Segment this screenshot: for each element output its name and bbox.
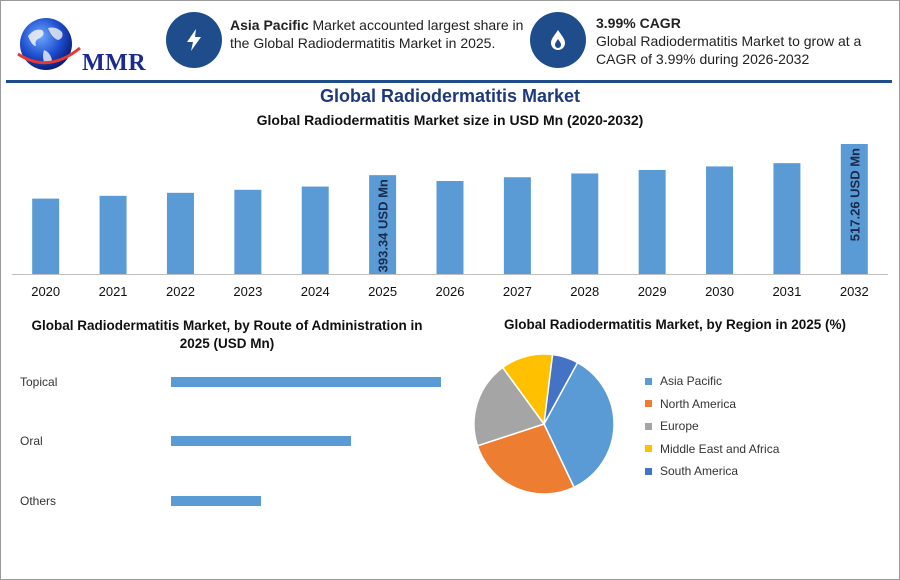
- x-tick-label: 2025: [368, 284, 397, 299]
- legend-item: North America: [645, 393, 779, 416]
- x-tick-label: 2024: [301, 284, 330, 299]
- stat-cagr: 3.99% CAGR Global Radiodermatitis Market…: [596, 14, 886, 68]
- x-tick-label: 2029: [638, 284, 667, 299]
- bar-2020: [32, 198, 60, 274]
- bar-2023: [234, 189, 262, 274]
- route-label: Others: [20, 494, 56, 508]
- route-bar-others: [171, 496, 261, 506]
- legend-swatch: [645, 422, 652, 430]
- bar-2027: [503, 177, 531, 274]
- bar-2026: [436, 181, 464, 274]
- x-tick-label: 2020: [31, 284, 60, 299]
- bar-2025: [369, 175, 397, 274]
- legend-label: Europe: [660, 419, 699, 434]
- data-label-2025: 393.34 USD Mn: [376, 179, 391, 272]
- x-tick-label: 2032: [840, 284, 869, 299]
- x-tick-label: 2021: [99, 284, 128, 299]
- region-legend: Asia Pacific North America Europe Middle Ea…: [645, 370, 779, 483]
- route-bar-oral: [171, 436, 351, 446]
- pie-slice-asia-pacific: [543, 361, 615, 489]
- bar-2028: [571, 173, 599, 274]
- x-tick-label: 2030: [705, 284, 734, 299]
- pie-slice-europe: [473, 366, 546, 447]
- bar-2030: [706, 166, 734, 274]
- stat-lightning-badge: [166, 12, 222, 68]
- legend-label: South America: [660, 464, 739, 479]
- legend-label: Asia Pacific: [660, 374, 723, 389]
- stat-cagr-text: Global Radiodermatitis Market to grow at…: [596, 33, 862, 67]
- bar-2024: [301, 186, 329, 274]
- bar-chart-title: Global Radiodermatitis Market size in US…: [256, 112, 644, 128]
- legend-item: South America: [645, 460, 779, 483]
- x-tick-label: 2031: [772, 284, 801, 299]
- bar-2021: [99, 195, 127, 274]
- header-divider: [6, 80, 892, 83]
- pie-slice-south-america: [543, 353, 579, 425]
- stat-asia-pacific: Asia Pacific Market accounted largest sh…: [230, 16, 530, 52]
- mmr-logo: MMR: [14, 14, 147, 78]
- region-pie-chart: [473, 353, 615, 495]
- stat-cagr-badge: [530, 12, 586, 68]
- stat-asia-pacific-bold: Asia Pacific: [230, 17, 309, 33]
- legend-label: Middle East and Africa: [660, 441, 780, 456]
- market-size-bar-chart: 2020 2021 2022 2023 2024 2025 393.34 USD Mn 202…: [12, 144, 888, 299]
- x-tick-label: 2023: [233, 284, 262, 299]
- stat-asia-pacific-text: Market accounted largest share in the Gl…: [230, 17, 524, 51]
- legend-item: Middle East and Africa: [645, 438, 779, 461]
- route-label: Topical: [20, 375, 57, 389]
- main-title: Global Radiodermatitis Market: [319, 86, 581, 106]
- region-chart-title: Global Radiodermatitis Market, by Region…: [503, 317, 847, 332]
- route-bar-topical: [171, 377, 441, 387]
- legend-swatch: [645, 400, 652, 408]
- x-tick-label: 2022: [166, 284, 195, 299]
- legend-swatch: [645, 467, 652, 475]
- legend-item: Europe: [645, 415, 779, 438]
- legend-label: North America: [660, 396, 737, 411]
- x-tick-label: 2026: [436, 284, 465, 299]
- x-tick-label: 2027: [503, 284, 532, 299]
- route-chart-title: Global Radiodermatitis Market, by Route …: [31, 318, 423, 351]
- route-bar-chart: Topical Oral Others: [20, 375, 441, 508]
- globe-icon: [17, 18, 81, 70]
- legend-swatch: [645, 445, 652, 453]
- route-label: Oral: [20, 434, 43, 448]
- logo-text: MMR: [82, 50, 147, 76]
- bar-2022: [166, 192, 194, 274]
- x-tick-label: 2028: [570, 284, 599, 299]
- lightning-icon: [187, 29, 201, 51]
- bar-2029: [638, 169, 666, 274]
- legend-swatch: [645, 377, 652, 385]
- flame-drop-icon: [551, 30, 565, 50]
- stat-cagr-bold: 3.99% CAGR: [596, 15, 681, 31]
- bar-2031: [773, 163, 801, 274]
- pie-slice-north-america: [476, 423, 575, 495]
- legend-item: Asia Pacific: [645, 370, 779, 393]
- data-label-2032: 517.26 USD Mn: [847, 148, 862, 241]
- bar-2032: [840, 144, 868, 274]
